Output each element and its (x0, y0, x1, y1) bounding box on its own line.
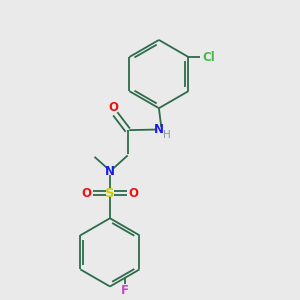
Text: H: H (163, 130, 171, 140)
Text: N: N (105, 165, 115, 178)
Text: O: O (129, 187, 139, 200)
Text: S: S (105, 187, 115, 200)
Text: N: N (154, 123, 164, 136)
Text: O: O (109, 101, 119, 114)
Text: Cl: Cl (202, 50, 215, 64)
Text: F: F (121, 284, 129, 297)
Text: O: O (81, 187, 91, 200)
